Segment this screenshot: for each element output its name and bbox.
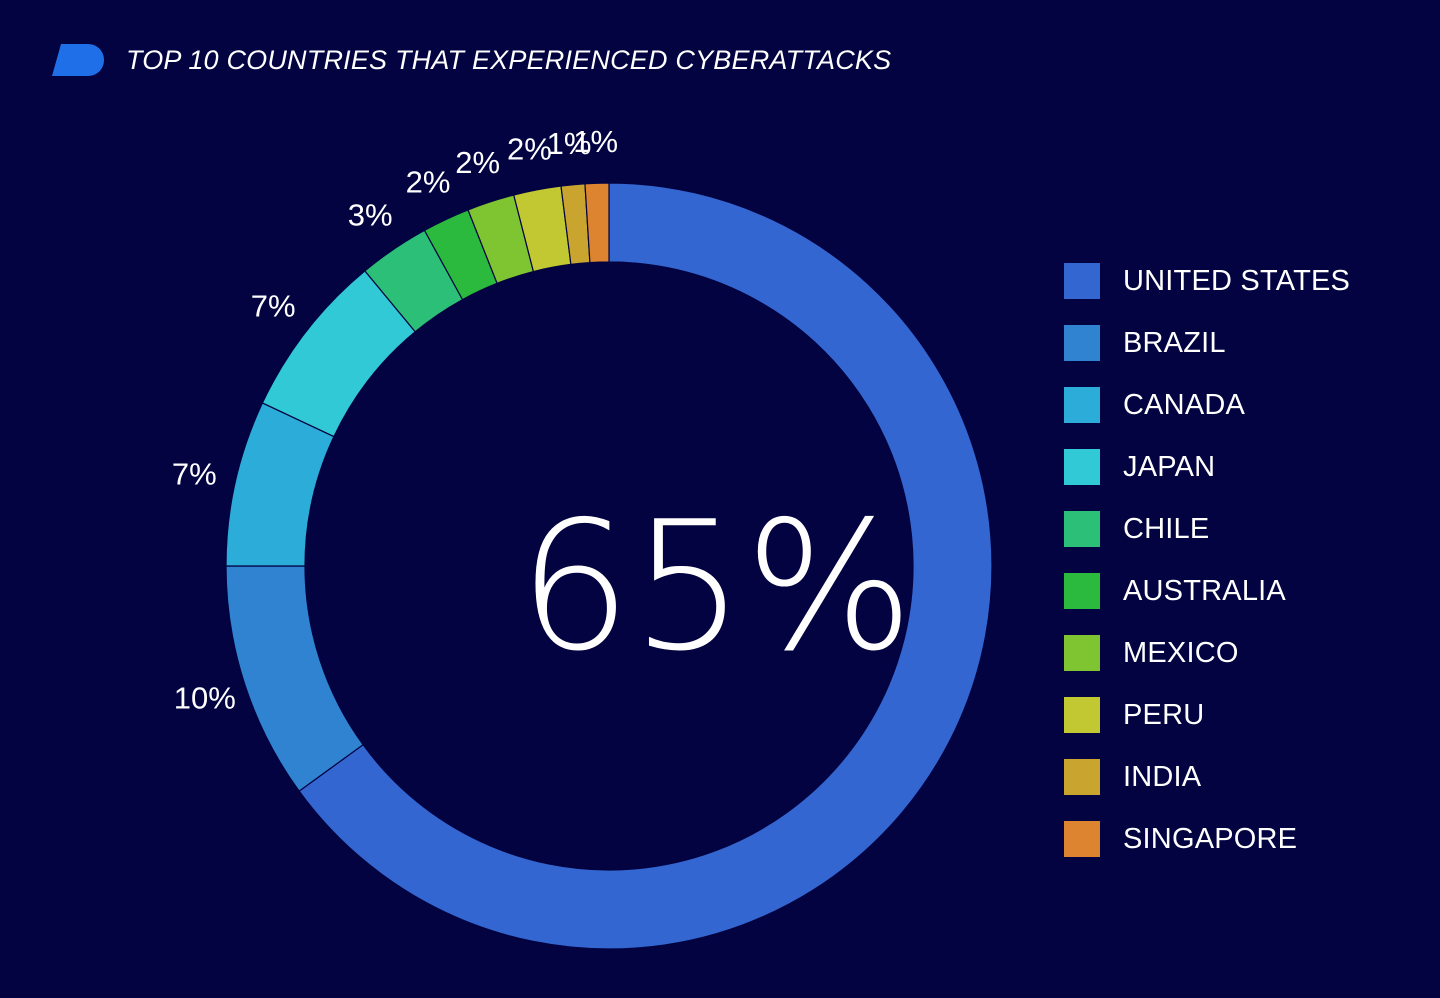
legend-label: MEXICO <box>1123 636 1239 669</box>
slice-label-canada: 7% <box>172 456 217 491</box>
legend-swatch <box>1064 511 1100 547</box>
legend-swatch <box>1064 821 1100 857</box>
legend-swatch <box>1064 635 1100 671</box>
legend-item: CANADA <box>1064 374 1350 436</box>
legend-item: JAPAN <box>1064 436 1350 498</box>
legend-swatch <box>1064 697 1100 733</box>
legend-swatch <box>1064 759 1100 795</box>
slice-brazil <box>225 565 364 792</box>
legend-label: PERU <box>1123 698 1205 731</box>
legend-swatch <box>1064 263 1100 299</box>
legend-label: CHILE <box>1123 512 1210 545</box>
legend-item: INDIA <box>1064 746 1350 808</box>
legend-label: CANADA <box>1123 388 1246 421</box>
legend-swatch <box>1064 325 1100 361</box>
donut-slices <box>225 182 993 950</box>
donut-slice-labels: 10%7%7%3%2%2% 2%1%1% <box>172 124 618 715</box>
legend-label: INDIA <box>1123 760 1202 793</box>
legend-item: MEXICO <box>1064 622 1350 684</box>
legend-item: AUSTRALIA <box>1064 560 1350 622</box>
slice-label-japan: 7% <box>251 289 296 324</box>
legend-label: JAPAN <box>1123 450 1216 483</box>
center-value-label: 65% <box>518 483 914 690</box>
slice-label-australia: 2% <box>406 164 451 199</box>
logo-shape <box>52 44 104 76</box>
legend-swatch <box>1064 573 1100 609</box>
slice-label-singapore: 1% <box>573 124 618 159</box>
legend-swatch <box>1064 387 1100 423</box>
slice-label-india: 1% <box>547 126 592 161</box>
slice-label-brazil: 10% <box>174 680 236 715</box>
chart-title: TOP 10 COUNTRIES THAT EXPERIENCED CYBERA… <box>126 44 892 75</box>
legend-label: BRAZIL <box>1123 326 1226 359</box>
legend-label: AUSTRALIA <box>1123 574 1286 607</box>
slice-label-peru: 2% <box>507 132 552 167</box>
slice-singapore <box>584 182 610 264</box>
brand-logo-icon <box>52 44 104 76</box>
legend-item: SINGAPORE <box>1064 808 1350 870</box>
legend-item: BRAZIL <box>1064 312 1350 374</box>
chart-header: TOP 10 COUNTRIES THAT EXPERIENCED CYBERA… <box>52 38 891 82</box>
legend-item: CHILE <box>1064 498 1350 560</box>
legend-swatch <box>1064 449 1100 485</box>
legend-label: UNITED STATES <box>1123 264 1351 297</box>
chart-legend: UNITED STATES BRAZIL CANADA JAPAN CHILE AUSTR… <box>1064 250 1350 870</box>
slice-label-mexico: 2% <box>455 145 500 180</box>
slice-label-chile: 3% <box>348 197 393 232</box>
legend-item: UNITED STATES <box>1064 250 1350 312</box>
slice-united-states <box>298 182 993 950</box>
legend-item: PERU <box>1064 684 1350 746</box>
legend-label: SINGAPORE <box>1123 822 1298 855</box>
